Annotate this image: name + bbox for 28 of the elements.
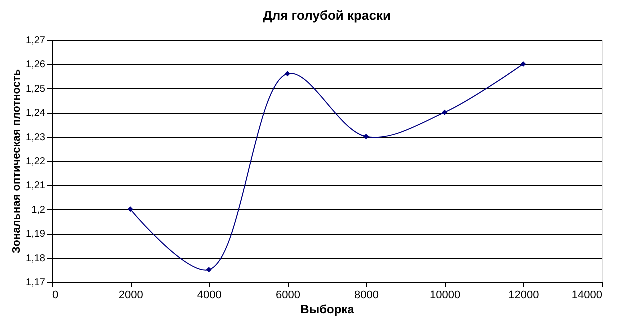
x-tick-label: 4000 (197, 290, 222, 302)
x-tick-label: 0 (52, 290, 59, 302)
y-tick-label: 1,2 (32, 204, 46, 216)
x-tick-label: 14000 (572, 290, 602, 302)
y-tick-label: 1,17 (26, 278, 46, 288)
y-tick-label: 1,24 (26, 108, 46, 120)
y-tick-label: 1,18 (26, 253, 46, 264)
y-axis-title: Зональная оптическая плотность (11, 69, 24, 254)
x-tick-label: 12000 (508, 290, 540, 302)
y-tick-label: 1,23 (26, 132, 46, 144)
x-axis-title: Выборка (300, 302, 355, 316)
point (284, 71, 290, 77)
point (364, 134, 370, 140)
y-tick-label: 1,22 (26, 156, 46, 168)
point (128, 206, 134, 212)
y-tick-label: 1,19 (26, 229, 46, 240)
y-tick-label: 1,26 (26, 60, 46, 71)
x-tick-label: 10000 (430, 290, 461, 302)
chart-title: Для голубой краски (263, 8, 391, 23)
x-tick-label: 8000 (354, 290, 380, 302)
point (520, 61, 526, 67)
x-tick-label: 2000 (118, 290, 144, 302)
y-tick-label: 1,27 (26, 36, 46, 46)
y-tick-label: 1,21 (26, 180, 46, 192)
x-tick-label: 6000 (276, 290, 300, 302)
point (442, 110, 448, 116)
point (206, 267, 212, 273)
y-tick-label: 1,25 (26, 84, 46, 95)
